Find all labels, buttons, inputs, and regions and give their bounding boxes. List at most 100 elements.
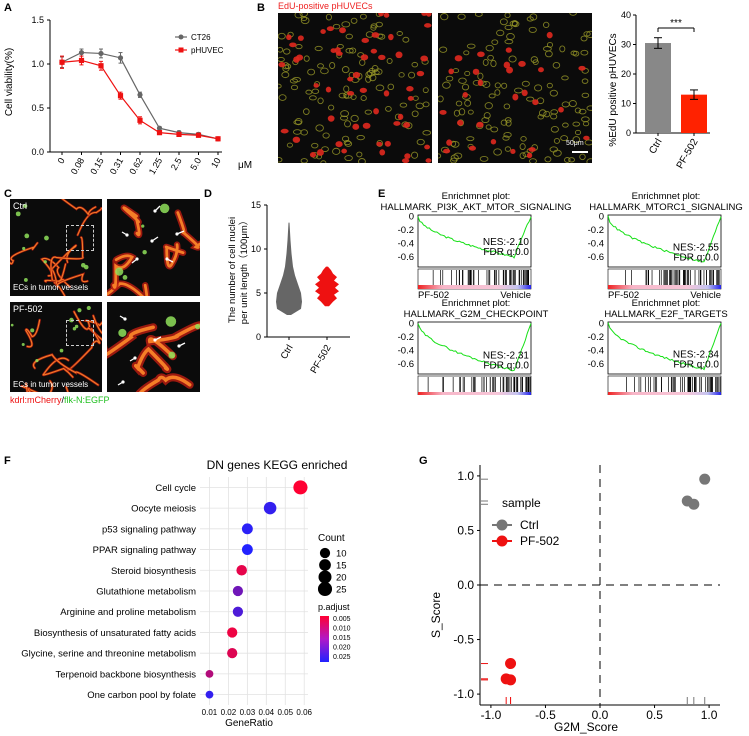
- panel-f-dot: [205, 690, 214, 699]
- panel-g-point-Ctrl: [699, 473, 711, 485]
- gsea-right-label: Vehicle: [690, 290, 721, 301]
- gsea-fdr: FDR q:0.0: [673, 359, 719, 370]
- panel-b-bar-chart: %EdU positive pHUVECs 0 10 20 30 40 *** Ctrl…: [608, 10, 710, 171]
- panel-c-legend: kdrl:mCherry/flk-N:EGFP: [10, 395, 110, 405]
- gsea-ytick: 0: [599, 318, 604, 329]
- panel-f-term: Glutathione metabolism: [96, 587, 196, 598]
- panel-f-term: Glycine, serine and threonine metabolism: [21, 649, 196, 660]
- panel-a-ytick: 0.0: [31, 147, 44, 157]
- panel-a-point: [78, 57, 85, 64]
- zoom-box-ctrl: [66, 225, 94, 251]
- panel-f-dot: [227, 648, 238, 659]
- panel-a-point: [98, 50, 104, 57]
- gsea-curve: [417, 323, 532, 372]
- panel-letter-b: B: [257, 2, 265, 14]
- panel-g-xtick: -0.5: [535, 708, 556, 722]
- panel-g-point-PF-502: [505, 674, 517, 686]
- legend-sep: /: [61, 395, 65, 405]
- panel-a-xtick: 10: [209, 156, 223, 170]
- gsea-fdr: FDR q:0.0: [483, 361, 529, 372]
- panel-g-ytick: 1.0: [457, 469, 474, 483]
- panel-f-dot: [236, 564, 247, 576]
- gsea-ytick: -0.2: [398, 332, 414, 343]
- panel-g-scatter: S_Score G2M_Score sample Ctrl PF-502 1.0…: [429, 465, 720, 734]
- gsea-ytick: 0: [599, 211, 604, 222]
- panel-g-ylabel-main: S_Score: [429, 592, 443, 638]
- panel-f-xtick: 0.03: [240, 708, 256, 717]
- panel-f-dot: [232, 606, 244, 617]
- panel-letter-d: D: [204, 188, 212, 200]
- panel-a-xtick: 2.5: [169, 156, 184, 172]
- panel-f-xtick: 0.04: [259, 708, 275, 717]
- panel-d-ytick: 0: [256, 332, 261, 342]
- vessel-pf502-label: PF-502: [13, 304, 43, 314]
- gsea-title-2: HALLMARK_E2F_TARGETS: [604, 309, 727, 320]
- panel-g-xtick: 1.0: [701, 708, 718, 722]
- panel-f-xlabel: GeneRatio: [225, 718, 273, 729]
- vessel-zoom-ctrl: [107, 199, 200, 296]
- panel-f-dot: [241, 544, 253, 555]
- count-legend-dot: [317, 581, 333, 597]
- panel-a-point: [195, 132, 202, 138]
- gsea-ytick: -0.4: [398, 238, 414, 249]
- panel-a-chart: Cell viability(%) 0.0 0.5 1.0 1.5 0 0.08 0.15…: [4, 15, 252, 176]
- vessel-zoom-pf502: [107, 302, 200, 392]
- gsea-left-label: PF-502: [418, 290, 449, 301]
- panel-letter-f: F: [4, 455, 11, 467]
- panel-d-ytick: 10: [251, 244, 261, 254]
- legend-flk: flk-N:EGFP: [64, 395, 110, 405]
- gsea-ytick: 0: [409, 318, 414, 329]
- panel-f-term: Steroid biosynthesis: [111, 566, 196, 577]
- panel-b-ytick: 30: [621, 40, 631, 50]
- panel-d-ytick: 5: [256, 288, 261, 298]
- panel-d-ylabel-1: The number of cell nuclei: [227, 217, 238, 323]
- panel-a-point: [78, 49, 85, 56]
- panel-f-xtick: 0.01: [202, 708, 218, 717]
- gsea-ytick: -0.4: [588, 345, 604, 356]
- panel-a-ylabel: Cell viability(%): [4, 48, 15, 116]
- panel-a-line-pHUVEC: [61, 59, 219, 140]
- gsea-ytick: 0: [409, 211, 414, 222]
- legend-ct26-label: CT26: [191, 33, 211, 42]
- panel-d-ylabel-2: per unit length（100μm）: [238, 216, 250, 324]
- gsea-ytick: -0.6: [588, 359, 604, 370]
- panel-f-term: PPAR signaling pathway: [93, 545, 197, 556]
- panel-f-title: DN genes KEGG enriched: [207, 458, 348, 472]
- panel-letter-g: G: [419, 455, 428, 467]
- gsea-plot-3: Enrichmnet plot:HALLMARK_G2M_CHECKPOINT0…: [398, 298, 549, 395]
- gsea-title-1: Enrichmnet plot:: [632, 298, 701, 309]
- panel-g-point-Ctrl: [688, 498, 700, 510]
- panel-f-dot: [232, 585, 244, 597]
- count-legend-dot: [318, 570, 332, 584]
- panel-g-xtick: 0.0: [592, 708, 609, 722]
- count-legend-label: 25: [336, 585, 347, 596]
- gsea-title-1: Enrichmnet plot:: [442, 298, 511, 309]
- panel-a-point: [137, 92, 143, 98]
- gsea-title-2: HALLMARK_PI3K_AKT_MTOR_SIGNALING: [381, 202, 572, 213]
- vessel-ctrl-label: Ctrl: [13, 201, 27, 211]
- gsea-nes: NES:-2.34: [673, 349, 720, 360]
- gsea-ytick: -0.6: [398, 252, 414, 263]
- panel-f-term: p53 signaling pathway: [102, 524, 196, 535]
- legend-ct26-marker: [178, 34, 184, 40]
- gsea-curve: [607, 322, 722, 371]
- panel-a-point: [176, 131, 182, 137]
- count-legend-dot: [319, 547, 331, 559]
- panel-g-ytick: -0.5: [453, 633, 474, 647]
- panel-f-term: Oocyte meiosis: [131, 504, 196, 515]
- panel-b-ylabel: %EdU positive pHUVECs: [608, 33, 619, 146]
- count-legend-label: 15: [336, 561, 347, 572]
- panel-g-legend-title: sample: [502, 496, 541, 510]
- panel-g-xtick: -1.0: [481, 708, 502, 722]
- gsea-ytick: -0.6: [588, 252, 604, 263]
- panel-f-term: Cell cycle: [155, 483, 196, 494]
- panel-a-xtick: 0: [56, 156, 67, 165]
- gsea-ytick: -0.2: [588, 225, 604, 236]
- zoom-box-pf502: [66, 320, 94, 346]
- panel-g-xlabel: G2M_Score: [554, 720, 618, 734]
- gsea-title-2: HALLMARK_MTORC1_SIGNALING: [589, 202, 742, 213]
- gsea-nes: NES:-2.31: [483, 351, 530, 362]
- panel-b-ytick: 20: [621, 69, 631, 79]
- panel-a-ytick: 0.5: [31, 103, 44, 113]
